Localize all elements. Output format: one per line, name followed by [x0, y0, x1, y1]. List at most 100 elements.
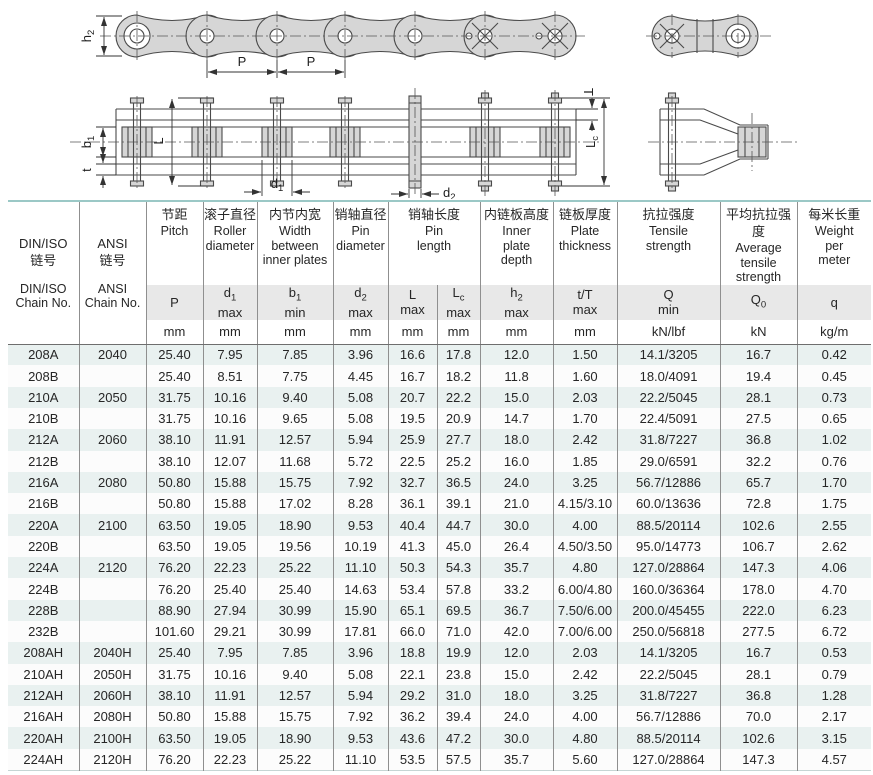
table-row: 220B 63.50 19.05 19.56 10.19 41.3 45.0 26.4 4.50…: [8, 535, 872, 558]
table-cell: 5.08: [333, 407, 389, 430]
table-cell: 32.2: [720, 450, 798, 472]
symbol-cell: q: [797, 284, 872, 321]
table-cell: 50.80: [146, 471, 204, 494]
table-cell: 101.60: [146, 620, 204, 643]
table-cell: 25.2: [437, 450, 481, 472]
table-cell: 72.8: [720, 493, 798, 515]
header-en-line: diameter: [205, 238, 255, 253]
table-cell: 15.75: [257, 706, 334, 728]
table-cell: 4.06: [821, 560, 847, 576]
col-header: 抗拉强度 Tensile strength: [617, 201, 721, 285]
table-cell: 28.1: [720, 663, 798, 685]
table-cell: 102.6: [720, 514, 798, 536]
table-cell: 22.2/5045: [617, 386, 721, 408]
symbol-qualifier: max: [504, 305, 529, 321]
table-cell: 212B: [8, 450, 80, 472]
table-cell: [79, 620, 147, 643]
table-body: 208A 2040 25.40 7.95 7.85 3.96 16.6 17.8 12.0 1.5…: [8, 344, 872, 771]
header-en-line: Weight: [814, 224, 854, 238]
table-cell: 160.0/36364: [617, 578, 721, 600]
plan-view-centerlines: [70, 88, 600, 196]
table-cell: 54.3: [437, 557, 481, 579]
table-cell: 23.8: [437, 663, 481, 685]
table-cell: 38.10: [146, 429, 204, 451]
table-cell: 40.4: [388, 514, 438, 536]
table-cell: 2.17: [821, 709, 847, 725]
unit-cell: kN/lbf: [617, 320, 721, 345]
table-cell: 7.85: [257, 642, 334, 664]
table-cell: 5.94: [333, 429, 389, 451]
table-cell: 39.1: [437, 493, 481, 515]
table-cell: 2100H: [79, 727, 147, 749]
header-zh-line: 销轴直径: [334, 207, 387, 222]
table-cell: 32.7: [388, 471, 438, 494]
header-en-line: per: [825, 238, 844, 253]
table-row: 212A 2060 38.10 11.91 12.57 5.94 25.9 27.7 18.0 2…: [8, 429, 872, 451]
table-cell: 44.7: [437, 514, 481, 536]
unit-cell: mm: [553, 320, 618, 345]
table-cell: 10.19: [333, 535, 389, 558]
col-header: 平均抗拉强度 Average tensile strength: [720, 201, 798, 285]
header-zh-line: ANSI: [97, 235, 128, 251]
symbol-subscript: 1: [295, 292, 302, 304]
table-cell: 1.70: [821, 475, 847, 491]
table-cell: 3.25: [553, 471, 618, 494]
symbol-base: d: [223, 284, 231, 300]
table-cell: 17.8: [437, 344, 481, 366]
header-en-line: Pitch: [160, 224, 189, 238]
table-cell: 38.10: [146, 450, 204, 472]
table-cell: 16.0: [480, 450, 554, 472]
table-cell: 17.81: [333, 620, 389, 643]
table-row: 212AH 2060H 38.10 11.91 12.57 5.94 29.2 31.0 18.…: [8, 684, 872, 707]
table-cell: 15.75: [257, 471, 334, 494]
table-cell: 11.91: [203, 429, 258, 451]
table-cell: 19.05: [203, 514, 258, 536]
header-zh-line: 链板厚度: [559, 207, 612, 222]
table-cell: 47.2: [437, 727, 481, 749]
table-cell: 31.8/7227: [617, 684, 721, 707]
table-cell: 15.88: [203, 706, 258, 728]
table-cell: 0.79: [821, 666, 847, 682]
table-cell: 2040H: [79, 642, 147, 664]
table-cell: 31.8/7227: [617, 429, 721, 451]
table-cell: 7.50/6.00: [553, 599, 618, 621]
table-cell: 31.75: [146, 407, 204, 430]
header-en-line: ANSI: [97, 281, 128, 296]
table-cell: 232B: [8, 620, 80, 643]
table-cell: 1.50: [553, 344, 618, 366]
col-header: ANSI 链号 ANSI Chain No.: [79, 201, 147, 345]
table-cell: 7.92: [333, 706, 389, 728]
table-cell: 11.91: [203, 684, 258, 707]
table-cell: 224A: [8, 557, 80, 579]
header-zh-line: 内节内宽: [268, 207, 321, 222]
table-cell: 6.72: [821, 624, 847, 640]
table-cell: 76.20: [146, 578, 204, 600]
col-header: 滚子直径 Roller diameter: [203, 201, 258, 285]
symbol-base: q: [830, 294, 838, 310]
table-cell: 25.40: [146, 344, 204, 366]
header-zh-line: 滚子直径: [203, 207, 256, 222]
table-cell: 210A: [8, 386, 80, 408]
table-cell: 216AH: [8, 706, 80, 728]
table-cell: 0.65: [821, 411, 847, 427]
table-cell: 7.85: [257, 344, 334, 366]
table-cell: 25.40: [203, 578, 258, 600]
table-cell: 41.3: [388, 535, 438, 558]
table-cell: 12.57: [257, 429, 334, 451]
table-cell: 50.3: [388, 557, 438, 579]
table-cell: 7.95: [203, 642, 258, 664]
symbol-cell: Q0: [720, 284, 798, 321]
dim-label-h2: h2: [79, 30, 97, 43]
table-cell: 18.0: [480, 684, 554, 707]
table-cell: 208AH: [8, 642, 80, 664]
col-header: 链板厚度 Plate thickness: [553, 201, 618, 285]
table-cell: 8.51: [203, 365, 258, 387]
unit-cell: kN: [720, 320, 798, 345]
table-cell: 127.0/28864: [617, 557, 721, 579]
symbol-subscript: 1: [230, 292, 237, 304]
table-cell: 3.96: [333, 642, 389, 664]
table-cell: 8.28: [333, 493, 389, 515]
table-cell: 53.5: [388, 748, 438, 771]
table-cell: 18.90: [257, 514, 334, 536]
table-cell: 222.0: [720, 599, 798, 621]
